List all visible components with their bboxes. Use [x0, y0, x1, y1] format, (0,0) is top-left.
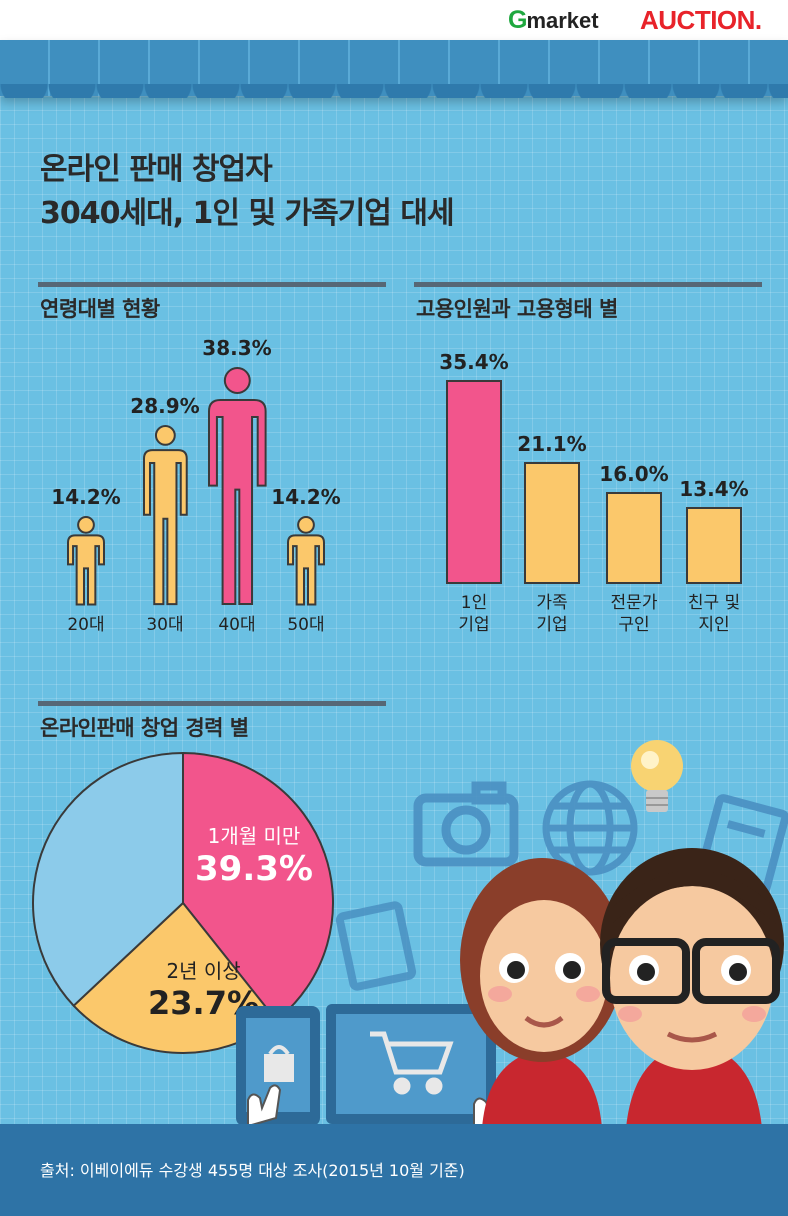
source-note: 출처: 이베이에듀 수강생 455명 대상 조사(2015년 10월 기준)	[40, 1161, 465, 1180]
page-title: 온라인 판매 창업자 3040세대, 1인 및 가족기업 대세	[40, 148, 455, 236]
employment-category-label-1: 가족 기업	[536, 593, 568, 635]
awning-edge	[0, 84, 788, 98]
age-value-label-0: 14.2%	[51, 484, 121, 509]
employment-section-divider	[414, 282, 762, 287]
header: Gmarket AUCTION.	[0, 0, 788, 40]
employment-value-label-1: 21.1%	[517, 432, 587, 457]
employment-bar-1	[524, 462, 580, 584]
lightbulb-icon	[631, 740, 683, 812]
employment-chart-title: 고용인원과 고용형태 별	[416, 297, 618, 321]
woman-character	[460, 858, 624, 1128]
pie-label-over-2-years: 2년 이상 23.7%	[148, 959, 260, 1022]
age-category-label-1: 30대	[146, 615, 184, 635]
age-value-label-1: 28.9%	[130, 393, 200, 418]
pie-slice-2	[32, 751, 184, 1008]
employment-bar-0	[446, 380, 502, 584]
auction-logo: AUCTION.	[640, 5, 762, 35]
camera-icon	[413, 781, 519, 867]
employment-bar-2	[606, 491, 662, 584]
age-person-0	[67, 515, 105, 605]
career-section-divider	[38, 701, 386, 706]
age-person-1	[142, 424, 188, 605]
employment-value-label-0: 35.4%	[439, 350, 509, 374]
employment-category-label-2: 전문가 구인	[610, 593, 658, 635]
shopping-cart-icon	[370, 1031, 454, 1095]
employment-bar-3	[686, 506, 742, 584]
globe-icon	[542, 780, 638, 876]
age-person-2	[207, 367, 267, 605]
age-value-label-2: 38.3%	[202, 336, 272, 360]
employment-category-label-3: 친구 및 지인	[687, 593, 741, 635]
employment-value-label-3: 13.4%	[679, 476, 749, 501]
career-chart-title: 온라인판매 창업 경력 별	[40, 716, 249, 740]
notebook-icon	[335, 901, 417, 991]
pie-slice-0	[182, 751, 334, 1022]
title-line-2: 3040세대, 1인 및 가족기업 대세	[40, 196, 455, 231]
employment-value-label-2: 16.0%	[599, 461, 669, 486]
age-category-label-2: 40대	[218, 615, 256, 635]
age-section-divider	[38, 282, 386, 287]
pointing-hand-left	[247, 1084, 282, 1128]
employment-category-label-0: 1인 기업	[458, 593, 490, 635]
pie-label-under-1-month: 1개월 미만 39.3%	[195, 824, 313, 889]
man-character	[600, 848, 784, 1128]
gmarket-logo: Gmarket	[508, 6, 599, 34]
age-chart-title: 연령대별 현황	[40, 297, 160, 321]
age-category-label-0: 20대	[67, 615, 105, 635]
shopping-bag-icon	[264, 1054, 294, 1082]
monitor-device	[326, 1004, 496, 1124]
title-line-1: 온라인 판매 창업자	[40, 152, 273, 187]
footer-band	[0, 1124, 788, 1216]
age-value-label-3: 14.2%	[271, 484, 341, 509]
age-person-3	[287, 515, 325, 605]
age-category-label-3: 50대	[287, 615, 325, 635]
decorative-illustration	[236, 740, 788, 1128]
